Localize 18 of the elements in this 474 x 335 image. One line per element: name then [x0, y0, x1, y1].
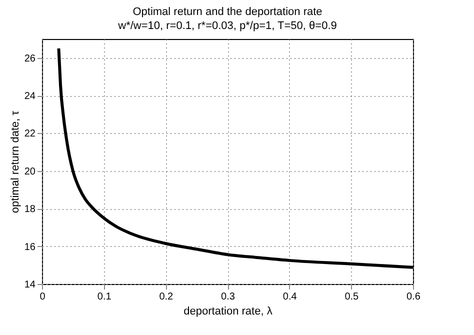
x-tick-label: 0.3: [221, 292, 236, 302]
x-tick-label: 0.5: [344, 292, 360, 302]
x-tick-label: 0.4: [282, 292, 298, 302]
y-tick-label: 16: [24, 242, 36, 253]
y-tick-label: 26: [24, 53, 36, 64]
y-axis-title: optimal return date, τ: [9, 110, 22, 214]
y-tick-label: 14: [24, 280, 36, 290]
x-tick-label: 0.1: [97, 292, 112, 302]
y-tick-label: 20: [24, 166, 36, 178]
y-tick-label: 22: [24, 128, 36, 140]
y-tick-label: 18: [24, 204, 36, 216]
x-tick-label: 0.2: [159, 292, 174, 302]
chart-subtitle: w*/w=10, r=0.1, r*=0.03, p*/p=1, T=50, θ=0.9: [117, 20, 337, 32]
chart-title: Optimal return and the deportation rate: [132, 6, 322, 18]
x-tick-label: 0.6: [406, 292, 421, 302]
x-tick-label: 0: [40, 292, 46, 302]
y-tick-label: 24: [24, 91, 36, 102]
x-axis-title: deportation rate, λ: [184, 306, 273, 318]
